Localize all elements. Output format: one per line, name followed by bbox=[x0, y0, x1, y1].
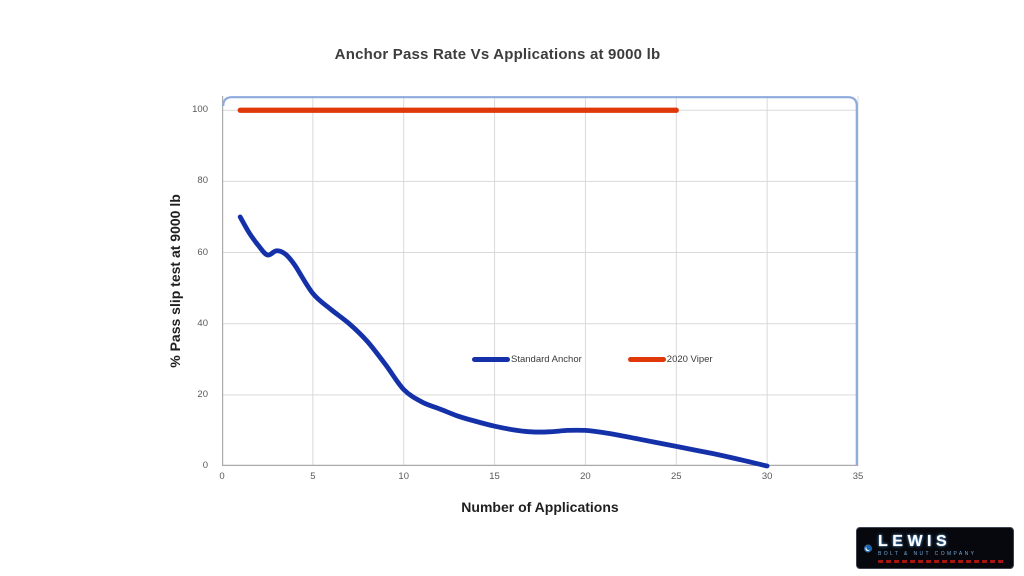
standard-anchor-line-swatch-icon bbox=[472, 356, 510, 362]
y-tick-label: 40 bbox=[197, 317, 208, 329]
x-tick-label: 25 bbox=[670, 471, 682, 482]
x-tick-label: 5 bbox=[310, 471, 316, 482]
x-tick-label: 15 bbox=[489, 471, 500, 482]
x-axis-title: Number of Applications bbox=[461, 499, 619, 515]
series-line-standard-anchor bbox=[237, 214, 770, 469]
legend-entry-standard-anchor: Standard Anchor bbox=[472, 352, 582, 366]
x-tick-label: 30 bbox=[761, 471, 773, 482]
x-tick-label: 10 bbox=[398, 471, 409, 482]
y-tick-label: 100 bbox=[192, 104, 208, 116]
x-axis-tick-labels: 0 5 10 15 20 25 30 35 bbox=[219, 471, 863, 485]
lewis-logo: LEWIS BOLT & NUT COMPANY bbox=[856, 527, 1014, 569]
legend-label: 2020 Viper bbox=[666, 353, 713, 365]
x-tick-label: 35 bbox=[852, 471, 864, 482]
chart-title: Anchor Pass Rate Vs Applications at 9000… bbox=[334, 46, 661, 63]
logo-text-block: LEWIS BOLT & NUT COMPANY bbox=[878, 532, 1006, 563]
y-tick-label: 20 bbox=[197, 388, 208, 400]
x-tick-label: 0 bbox=[219, 471, 225, 482]
logo-subtext: BOLT & NUT COMPANY bbox=[878, 550, 977, 557]
y-axis-tick-labels: 0 20 40 60 80 100 bbox=[176, 96, 212, 471]
chart-canvas bbox=[222, 96, 859, 469]
x-tick-label: 20 bbox=[580, 471, 591, 482]
lewis-globe-icon bbox=[864, 544, 872, 552]
plot-area: Standard Anchor 2020 Viper bbox=[222, 96, 859, 469]
chart-legend: Standard Anchor 2020 Viper bbox=[472, 352, 713, 366]
viper-line-swatch-icon bbox=[627, 356, 666, 362]
legend-label: Standard Anchor bbox=[511, 353, 582, 365]
legend-entry-2020-viper: 2020 Viper bbox=[627, 352, 713, 366]
logo-tagline-strip bbox=[878, 559, 1006, 563]
y-tick-label: 60 bbox=[197, 246, 208, 258]
y-tick-label: 0 bbox=[202, 460, 208, 471]
chart-frame-border bbox=[222, 96, 858, 465]
logo-wordmark: LEWIS bbox=[878, 532, 952, 550]
y-tick-label: 80 bbox=[197, 175, 208, 187]
